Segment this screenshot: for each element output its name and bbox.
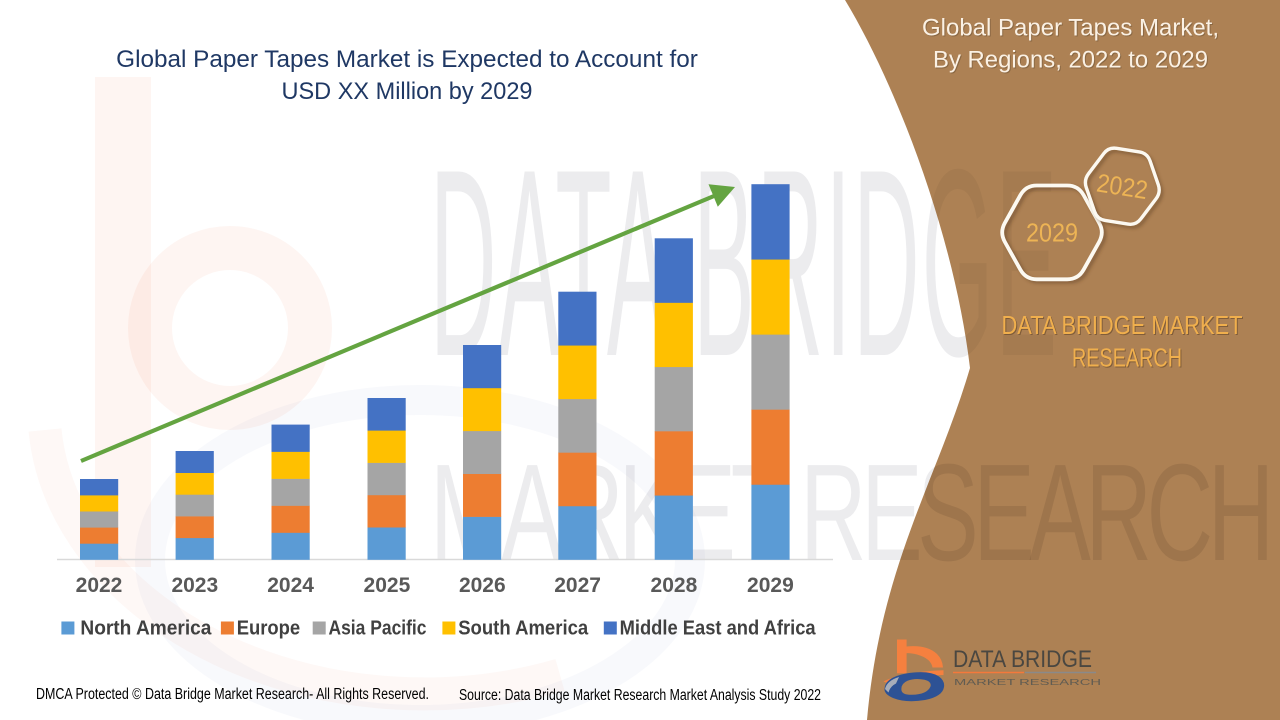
svg-text:By Regions, 2022 to 2029: By Regions, 2022 to 2029 <box>934 48 1209 75</box>
svg-text:DATA BRIDGE: DATA BRIDGE <box>953 646 1092 673</box>
svg-text:2022: 2022 <box>76 574 123 597</box>
svg-text:DATA BRIDGE MARKET: DATA BRIDGE MARKET <box>1003 313 1244 341</box>
svg-text:2024: 2024 <box>267 574 314 597</box>
svg-text:Source: Data Bridge Market Res: Source: Data Bridge Market Research Mark… <box>459 687 821 704</box>
svg-text:USD XX Million by 2029: USD XX Million by 2029 <box>282 78 533 105</box>
svg-text:MARKET RESEARCH: MARKET RESEARCH <box>954 678 1101 687</box>
svg-text:RESEARCH: RESEARCH <box>1072 344 1182 372</box>
svg-text:By Regions, 2022 to 2029: By Regions, 2022 to 2029 <box>933 47 1208 74</box>
svg-text:Global Paper Tapes Market,: Global Paper Tapes Market, <box>923 16 1220 43</box>
svg-text:South America: South America <box>458 618 589 640</box>
svg-text:Asia Pacific: Asia Pacific <box>329 618 427 640</box>
svg-text:Europe: Europe <box>237 618 301 640</box>
svg-text:2025: 2025 <box>364 574 411 597</box>
svg-text:2028: 2028 <box>651 574 698 597</box>
svg-text:RESEARCH: RESEARCH <box>1073 345 1183 373</box>
svg-text:2026: 2026 <box>459 574 506 597</box>
svg-text:2027: 2027 <box>554 574 601 597</box>
svg-text:DMCA Protected © Data Bridge M: DMCA Protected © Data Bridge Market Rese… <box>36 686 429 703</box>
svg-text:North America: North America <box>80 618 212 640</box>
svg-text:2023: 2023 <box>171 574 218 597</box>
svg-text:2029: 2029 <box>1026 218 1078 248</box>
svg-text:Global Paper Tapes Market,: Global Paper Tapes Market, <box>922 15 1219 42</box>
svg-text:2029: 2029 <box>747 574 794 597</box>
svg-text:Middle East and Africa: Middle East and Africa <box>620 618 817 640</box>
svg-text:Global Paper Tapes Market is E: Global Paper Tapes Market is Expected to… <box>116 46 698 73</box>
svg-text:DATA BRIDGE MARKET: DATA BRIDGE MARKET <box>1002 312 1243 340</box>
